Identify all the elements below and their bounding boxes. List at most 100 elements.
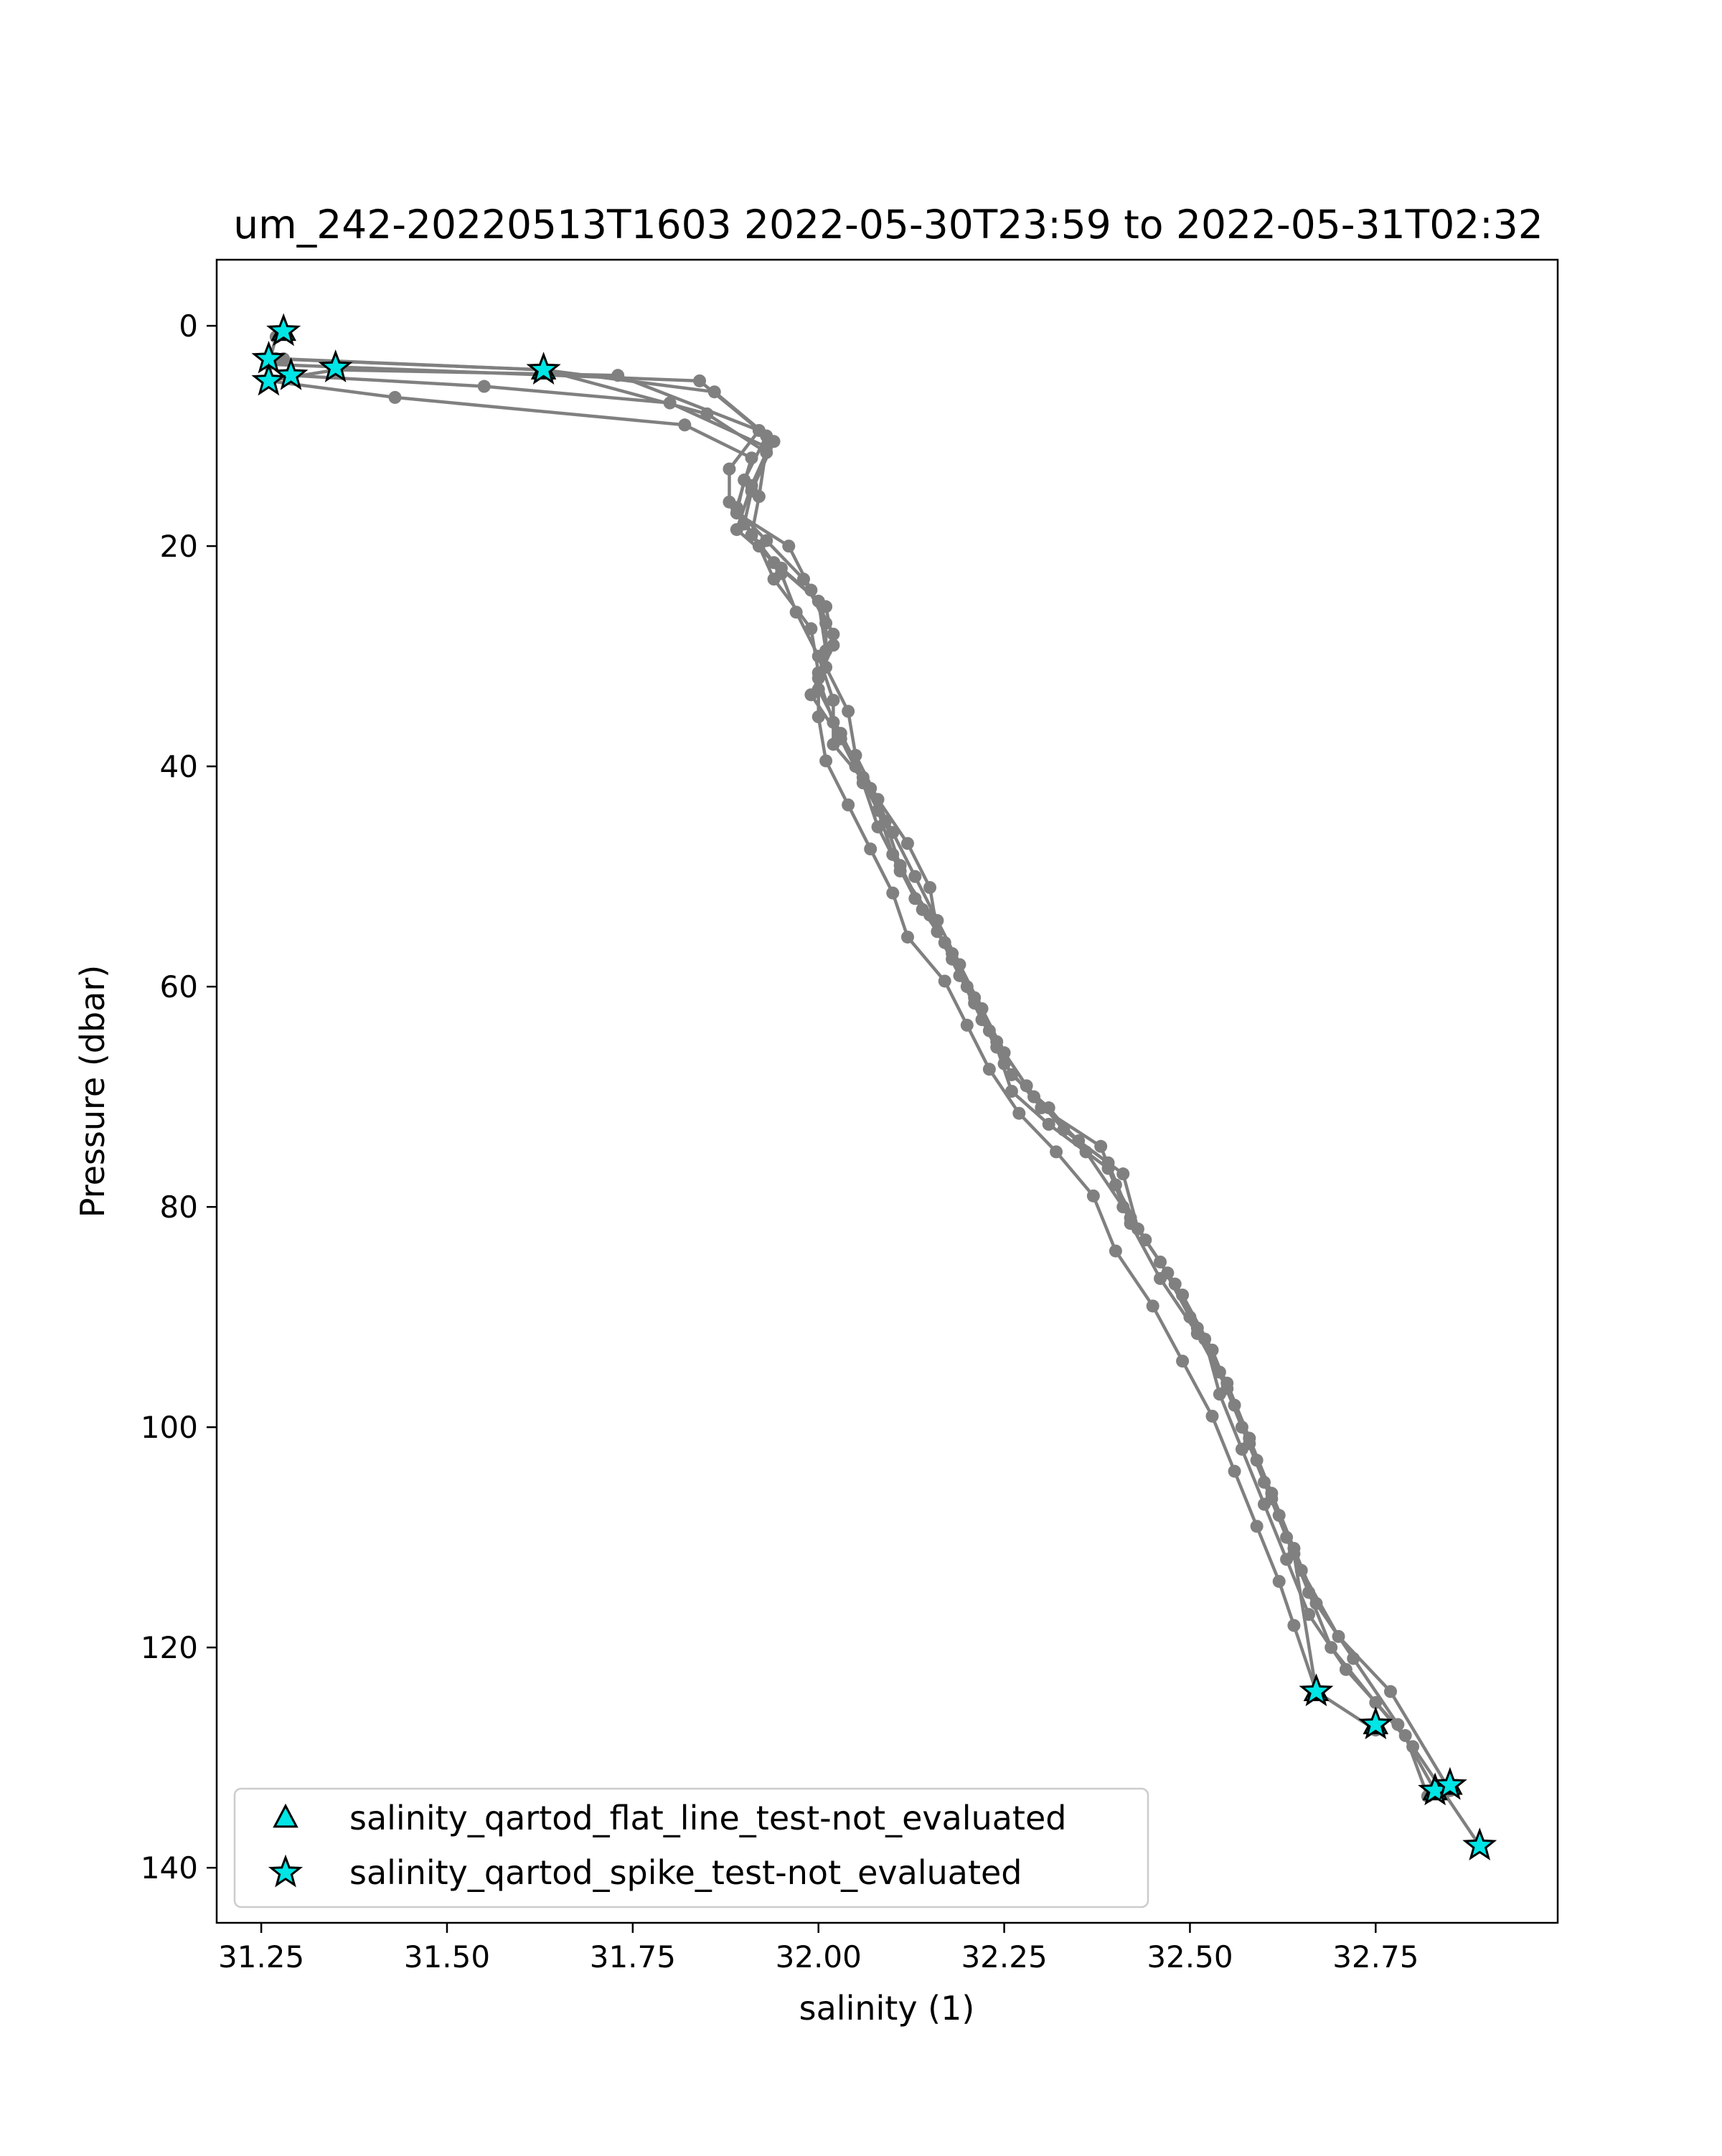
- profile-point: [968, 997, 982, 1010]
- profile-point: [700, 407, 714, 420]
- profile-point: [1243, 1437, 1256, 1451]
- legend-box: [233, 1787, 1149, 1908]
- legend-label: salinity_qartod_spike_test-not_evaluated: [349, 1853, 1022, 1892]
- x-tick-label: 31.50: [404, 1939, 490, 1974]
- chart-title: um_242-20220513T1603 2022-05-30T23:59 to…: [233, 202, 1543, 248]
- profile-point: [745, 451, 758, 465]
- x-tick-label: 32.25: [961, 1939, 1047, 1974]
- profile-point: [908, 870, 922, 883]
- x-tick-label: 32.50: [1147, 1939, 1233, 1974]
- x-axis-label: salinity (1): [799, 1989, 975, 2028]
- x-tick-label: 32.00: [776, 1939, 862, 1974]
- profile-point: [864, 842, 878, 856]
- profile-point: [1287, 1547, 1301, 1560]
- profile-point: [938, 974, 951, 988]
- profile-point: [752, 490, 766, 504]
- profile-point: [730, 501, 743, 514]
- star-flag-marker: [1432, 1766, 1467, 1800]
- profile-point: [834, 732, 847, 745]
- profile-point: [1384, 1685, 1398, 1698]
- profile-point: [827, 639, 840, 652]
- y-tick-label: 100: [141, 1410, 198, 1445]
- legend-triangle-marker: [273, 1803, 298, 1828]
- profile-point: [811, 710, 825, 724]
- profile-point: [678, 418, 692, 432]
- profile-point: [1228, 1464, 1241, 1478]
- y-tick-label: 80: [160, 1190, 198, 1225]
- profile-point: [760, 446, 773, 459]
- profile-series: [262, 374, 1383, 1737]
- star-flag-marker: [318, 349, 353, 382]
- y-tick-label: 120: [141, 1630, 198, 1665]
- profile-point: [693, 374, 707, 387]
- y-tick-label: 20: [160, 529, 198, 564]
- profile-point: [774, 561, 788, 575]
- profile-point: [1124, 1217, 1137, 1230]
- y-axis: 0 20 40 60 80 100 120 140: [141, 309, 217, 1886]
- x-tick-label: 31.75: [590, 1939, 676, 1974]
- profile-point: [946, 952, 959, 966]
- profile-point: [752, 423, 766, 437]
- profile-point: [886, 886, 900, 900]
- profile-point: [723, 462, 736, 476]
- profile-point: [827, 694, 840, 707]
- plot-area: [251, 313, 1497, 1860]
- profile-point: [886, 826, 900, 839]
- profile-point: [842, 705, 855, 718]
- y-axis-label: Pressure (dbar): [73, 965, 112, 1218]
- star-flag-marker: [266, 313, 301, 347]
- profile-point: [745, 479, 758, 492]
- profile-point: [960, 1018, 974, 1032]
- profile-point: [804, 688, 818, 702]
- legend-label: salinity_qartod_flat_line_test-not_evalu…: [349, 1799, 1066, 1837]
- x-tick-label: 31.25: [218, 1939, 304, 1974]
- profile-point: [1035, 1101, 1048, 1115]
- profile-point: [990, 1040, 1004, 1054]
- profile-point: [842, 798, 855, 811]
- legend-star-marker: [268, 1854, 304, 1888]
- profile-point: [1154, 1271, 1167, 1285]
- profile-point: [752, 540, 766, 553]
- star-flag-marker: [251, 362, 286, 396]
- profile-point: [1176, 1355, 1190, 1368]
- profile-point: [923, 881, 937, 895]
- profile-point: [1012, 1106, 1026, 1120]
- star-flag-marker: [1358, 1706, 1393, 1740]
- profile-point: [1205, 1409, 1219, 1423]
- profile-point: [1272, 1575, 1286, 1588]
- profile-point: [1220, 1382, 1234, 1395]
- profile-point: [819, 600, 833, 613]
- profile-point: [1101, 1162, 1115, 1175]
- profile-point: [1004, 1085, 1018, 1098]
- profile-point: [477, 380, 491, 393]
- y-tick-label: 140: [141, 1850, 198, 1886]
- profile-point: [1050, 1145, 1063, 1159]
- legend-entry: salinity_qartod_flat_line_test-not_evalu…: [273, 1799, 1066, 1837]
- legend: salinity_qartod_flat_line_test-not_evalu…: [233, 1787, 1149, 1908]
- axes-frame: [215, 258, 1559, 1924]
- star-flag-marker: [273, 357, 309, 390]
- profile-point: [782, 540, 796, 553]
- profile-point: [1265, 1492, 1279, 1505]
- star-flag-marker: [1299, 1673, 1334, 1707]
- x-axis: 31.25 31.50 31.75 32.00 32.25 32.50 32.75: [218, 1923, 1418, 1974]
- profile-point: [900, 837, 914, 850]
- star-flag-marker: [526, 352, 561, 385]
- profile-point: [871, 820, 885, 834]
- profile-point: [893, 864, 907, 877]
- star-flag-markers: [251, 313, 1497, 1860]
- profile-point: [1146, 1299, 1159, 1313]
- profile-point: [856, 776, 870, 790]
- x-tick-label: 32.75: [1332, 1939, 1418, 1974]
- star-flag-marker: [1462, 1827, 1497, 1860]
- profile-point: [707, 385, 721, 399]
- profile-point: [900, 931, 914, 944]
- legend-entry: salinity_qartod_spike_test-not_evaluated: [268, 1853, 1022, 1892]
- profile-point: [611, 369, 625, 382]
- profile-point: [1190, 1327, 1204, 1340]
- profile-point: [1109, 1244, 1122, 1258]
- profile-point: [1116, 1167, 1130, 1181]
- profile-point: [1094, 1139, 1108, 1153]
